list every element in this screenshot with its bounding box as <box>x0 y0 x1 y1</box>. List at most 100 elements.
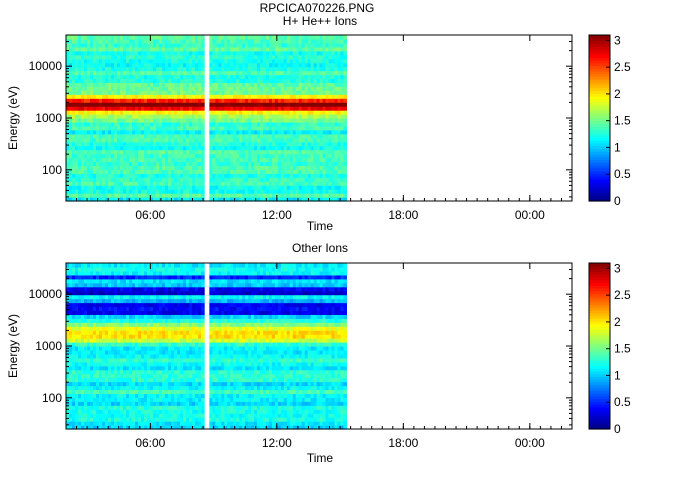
heatmap-cell <box>72 397 76 402</box>
heatmap-cell <box>72 282 76 288</box>
heatmap-cell <box>99 381 103 387</box>
heatmap-cell <box>289 121 294 127</box>
heatmap-cell <box>81 145 85 151</box>
heatmap-cell <box>162 149 166 155</box>
heatmap-cell <box>316 121 321 127</box>
heatmap-cell <box>87 298 91 304</box>
heatmap-cell <box>227 181 231 186</box>
heatmap-cell <box>78 78 82 84</box>
heatmap-cell <box>93 263 97 268</box>
heatmap-cell <box>114 165 118 170</box>
heatmap-cell <box>177 38 181 44</box>
heatmap-cell <box>337 153 342 159</box>
heatmap-cell <box>340 169 345 174</box>
heatmap-cell <box>87 50 91 56</box>
heatmap-cell <box>66 282 70 288</box>
heatmap-cell <box>307 189 312 194</box>
heatmap-cell <box>171 38 175 44</box>
heatmap-cell <box>268 38 273 44</box>
heatmap-cell <box>105 409 109 414</box>
heatmap-cell <box>72 193 76 198</box>
heatmap-cell <box>72 70 76 76</box>
heatmap-cell <box>114 181 118 186</box>
heatmap-cell <box>96 330 100 335</box>
heatmap-cell <box>102 102 106 107</box>
heatmap-cell <box>260 70 264 76</box>
heatmap-cell <box>295 106 300 111</box>
heatmap-cell <box>274 110 279 115</box>
heatmap-cell <box>265 121 270 127</box>
heatmap-cell <box>66 94 70 99</box>
heatmap-cell <box>126 338 130 343</box>
heatmap-cell <box>120 102 124 107</box>
heatmap-cell <box>87 393 91 398</box>
heatmap-cell <box>84 397 88 402</box>
heatmap-cell <box>120 197 124 202</box>
heatmap-cell <box>257 86 261 91</box>
heatmap-cell <box>283 38 288 44</box>
heatmap-cell <box>93 286 97 292</box>
heatmap-cell <box>102 373 106 379</box>
heatmap-cell <box>289 90 294 95</box>
heatmap-cell <box>75 373 79 379</box>
heatmap-cell <box>180 149 184 155</box>
heatmap-cell <box>159 38 163 44</box>
heatmap-cell <box>138 114 142 119</box>
heatmap-cell <box>215 78 219 84</box>
heatmap-cell <box>105 290 109 296</box>
heatmap-cell <box>245 173 249 178</box>
heatmap-cell <box>153 78 157 84</box>
heatmap-cell <box>283 54 288 60</box>
heatmap-cell <box>87 141 91 147</box>
heatmap-cell <box>340 38 345 44</box>
heatmap-cell <box>105 353 109 359</box>
heatmap-cell <box>310 114 315 119</box>
heatmap-cell <box>102 326 106 331</box>
heatmap-cell <box>69 274 73 280</box>
heatmap-cell <box>343 98 348 103</box>
heatmap-cell <box>81 153 85 159</box>
heatmap-cell <box>75 189 79 194</box>
heatmap-cell <box>265 102 270 107</box>
heatmap-cell <box>123 82 127 87</box>
heatmap-cell <box>286 50 291 56</box>
heatmap-cell <box>325 157 330 163</box>
heatmap-cell <box>126 306 130 312</box>
heatmap-cell <box>316 161 321 167</box>
heatmap-cell <box>117 294 121 300</box>
heatmap-cell <box>120 389 124 395</box>
heatmap-cell <box>72 62 76 68</box>
heatmap-cell <box>69 361 73 367</box>
heatmap-cell <box>81 365 85 371</box>
heatmap-cell <box>174 149 178 155</box>
heatmap-cell <box>81 141 85 147</box>
heatmap-cell <box>69 94 73 99</box>
heatmap-cell <box>144 121 148 127</box>
heatmap-cell <box>322 46 327 52</box>
heatmap-cell <box>239 58 243 64</box>
heatmap-cell <box>108 165 112 170</box>
heatmap-cell <box>117 353 121 359</box>
heatmap-cell <box>198 141 202 147</box>
heatmap-cell <box>105 425 109 430</box>
heatmap-cell <box>138 169 142 174</box>
heatmap-cell <box>248 133 252 139</box>
heatmap-cell <box>96 314 100 319</box>
heatmap-cell <box>105 381 109 387</box>
heatmap-cell <box>268 185 273 190</box>
heatmap-cell <box>283 125 288 131</box>
heatmap-cell <box>144 102 148 107</box>
heatmap-cell <box>123 54 127 60</box>
heatmap-cell <box>221 137 225 143</box>
heatmap-cell <box>75 357 79 363</box>
heatmap-cell <box>66 338 70 343</box>
heatmap-cell <box>93 357 97 363</box>
heatmap-cell <box>212 35 216 40</box>
heatmap-cell <box>180 141 184 147</box>
heatmap-cell <box>221 169 225 174</box>
heatmap-cell <box>150 153 154 159</box>
heatmap-cell <box>283 66 288 72</box>
heatmap-cell <box>340 193 345 198</box>
heatmap-cell <box>195 129 199 135</box>
heatmap-cell <box>254 118 258 123</box>
